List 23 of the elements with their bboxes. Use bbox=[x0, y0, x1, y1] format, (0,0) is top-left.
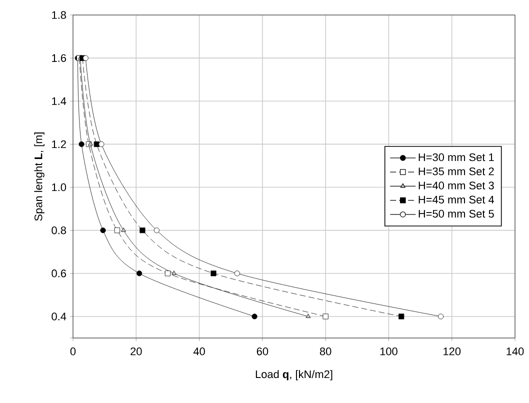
y-tick-label: 1.6 bbox=[52, 54, 66, 62]
legend-label: H=30 mm Set 1 bbox=[418, 153, 494, 162]
x-tick-label: 40 bbox=[193, 348, 205, 356]
legend-label: H=45 mm Set 4 bbox=[418, 196, 494, 204]
text: 1.0 bbox=[52, 183, 66, 192]
legend-label: H=35 mm Set 2 bbox=[418, 168, 494, 176]
x-tick-label: 60 bbox=[256, 348, 268, 356]
x-tick-label: 20 bbox=[130, 348, 142, 356]
x-tick-label: 80 bbox=[320, 348, 332, 356]
legend-label: H=40 mm Set 3 bbox=[418, 182, 494, 190]
y-tick-label: 1.2 bbox=[52, 140, 66, 148]
y-tick-label: 0.8 bbox=[52, 226, 66, 234]
text: 0.4 bbox=[52, 312, 66, 320]
x-axis-title: Load q, [kN/m2] bbox=[256, 370, 332, 380]
x-tick-label: 140 bbox=[506, 348, 524, 356]
x-tick-label: 100 bbox=[380, 348, 398, 356]
x-tick-label: 120 bbox=[444, 348, 461, 356]
y-axis-title: Span lenght L, [m] bbox=[34, 132, 44, 221]
x-tick-label: 0 bbox=[70, 348, 76, 356]
legend-label: H=50 mm Set 5 bbox=[418, 210, 494, 218]
y-tick-label: 0.6 bbox=[52, 270, 66, 278]
y-tick-label: 1.4 bbox=[52, 97, 66, 105]
y-tick-label: 1.8 bbox=[52, 11, 66, 19]
